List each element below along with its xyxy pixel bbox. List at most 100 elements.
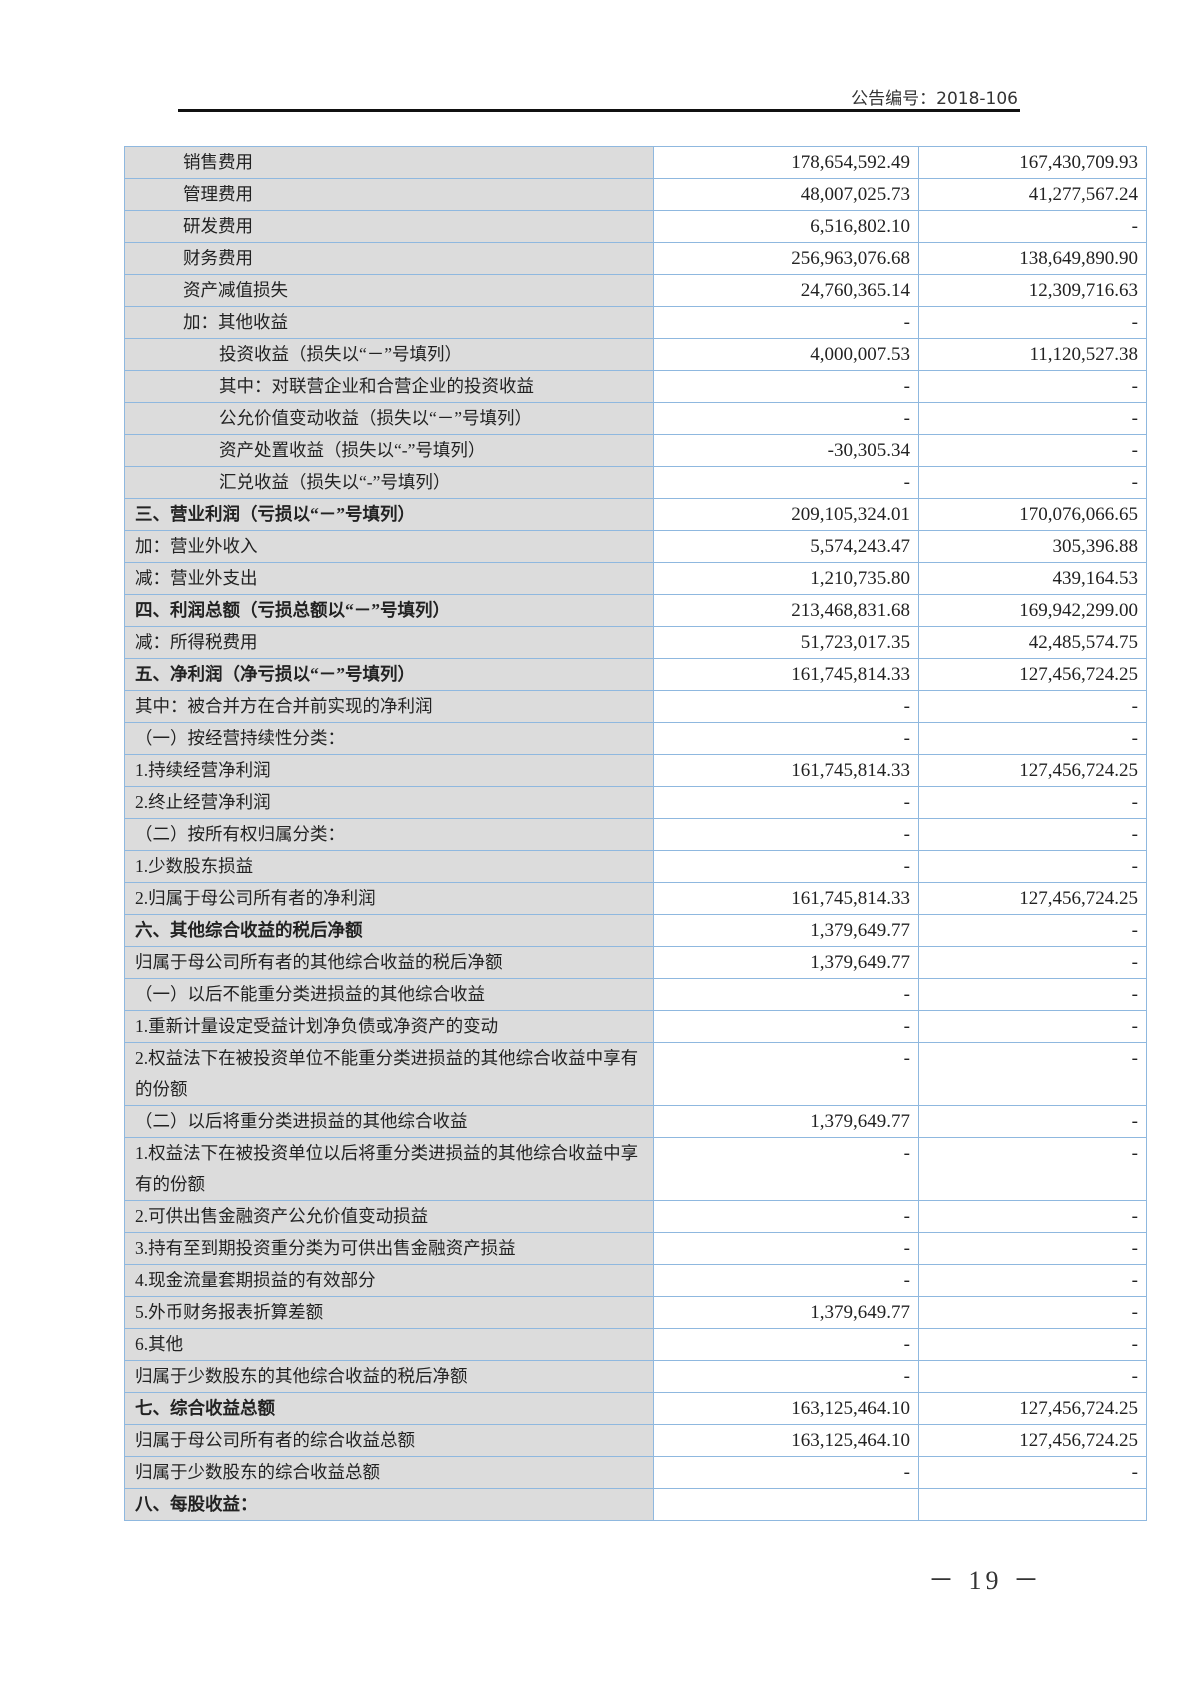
table-row: 1.权益法下在被投资单位以后将重分类进损益的其他综合收益中享有的份额 - -	[124, 1137, 1147, 1201]
prior-period-value: -	[918, 1232, 1147, 1265]
table-row: 2.终止经营净利润 - -	[124, 786, 1147, 819]
current-period-value: -	[653, 1200, 919, 1233]
prior-period-value: 169,942,299.00	[918, 594, 1147, 627]
table-row: 公允价值变动收益（损失以“－”号填列） - -	[124, 402, 1147, 435]
current-period-value: 161,745,814.33	[653, 882, 919, 915]
page-number: － 19 －	[928, 1566, 1044, 1595]
row-label: 减：营业外支出	[124, 562, 654, 595]
prior-period-value: -	[918, 1296, 1147, 1329]
table-row: 1.重新计量设定受益计划净负债或净资产的变动 - -	[124, 1010, 1147, 1043]
prior-period-value: -	[918, 850, 1147, 883]
prior-period-value: -	[918, 370, 1147, 403]
table-row: 6.其他 - -	[124, 1328, 1147, 1361]
table-row: 研发费用 6,516,802.10-	[124, 210, 1147, 243]
prior-period-value: -	[918, 210, 1147, 243]
table-row: 归属于少数股东的其他综合收益的税后净额 - -	[124, 1360, 1147, 1393]
row-label: 2.归属于母公司所有者的净利润	[124, 882, 654, 915]
row-label: 其中：被合并方在合并前实现的净利润	[124, 690, 654, 723]
row-label: 2.权益法下在被投资单位不能重分类进损益的其他综合收益中享有的份额	[124, 1042, 654, 1106]
row-label: 销售费用	[124, 146, 654, 179]
table-row: 其中：对联营企业和合营企业的投资收益 - -	[124, 370, 1147, 403]
table-row: 五、净利润（净亏损以“－”号填列） 161,745,814.33 127,456,7…	[124, 658, 1147, 691]
prior-period-value: 11,120,527.38	[918, 338, 1147, 371]
prior-period-value: 138,649,890.90	[918, 242, 1147, 275]
current-period-value: 5,574,243.47	[653, 530, 919, 563]
table-row: 1.少数股东损益 - -	[124, 850, 1147, 883]
row-label: 六、其他综合收益的税后净额	[124, 914, 654, 947]
table-row: 投资收益（损失以“－”号填列） 4,000,007.53 11,120,527.38	[124, 338, 1147, 371]
prior-period-value: -	[918, 818, 1147, 851]
table-row: 归属于母公司所有者的其他综合收益的税后净额 1,379,649.77-	[124, 946, 1147, 979]
table-row: 4.现金流量套期损益的有效部分 - -	[124, 1264, 1147, 1297]
current-period-value: 4,000,007.53	[653, 338, 919, 371]
row-label: 投资收益（损失以“－”号填列）	[124, 338, 654, 371]
row-label: （一）按经营持续性分类：	[124, 722, 654, 755]
current-period-value: -	[653, 722, 919, 755]
current-period-value: -	[653, 402, 919, 435]
current-period-value: 213,468,831.68	[653, 594, 919, 627]
current-period-value: -	[653, 1010, 919, 1043]
table-row: （二）按所有权归属分类： - -	[124, 818, 1147, 851]
prior-period-value: -	[918, 402, 1147, 435]
current-period-value: 209,105,324.01	[653, 498, 919, 531]
prior-period-value: -	[918, 722, 1147, 755]
table-row: 管理费用 48,007,025.73 41,277,567.24	[124, 178, 1147, 211]
row-label: （二）以后将重分类进损益的其他综合收益	[124, 1105, 654, 1138]
current-period-value: 163,125,464.10	[653, 1424, 919, 1457]
current-period-value: -	[653, 978, 919, 1011]
prior-period-value: -	[918, 466, 1147, 499]
current-period-value: -	[653, 370, 919, 403]
prior-period-value: 170,076,066.65	[918, 498, 1147, 531]
prior-period-value: -	[918, 946, 1147, 979]
table-row: 5.外币财务报表折算差额 1,379,649.77-	[124, 1296, 1147, 1329]
row-label: 减：所得税费用	[124, 626, 654, 659]
row-label: 五、净利润（净亏损以“－”号填列）	[124, 658, 654, 691]
current-period-value: -	[653, 1042, 919, 1106]
prior-period-value: 12,309,716.63	[918, 274, 1147, 307]
table-row: 2.权益法下在被投资单位不能重分类进损益的其他综合收益中享有的份额 - -	[124, 1042, 1147, 1106]
current-period-value: 6,516,802.10	[653, 210, 919, 243]
row-label: 四、利润总额（亏损总额以“－”号填列）	[124, 594, 654, 627]
prior-period-value: -	[918, 1010, 1147, 1043]
current-period-value: 1,379,649.77	[653, 914, 919, 947]
current-period-value: 1,379,649.77	[653, 1296, 919, 1329]
table-row: 加：其他收益 - -	[124, 306, 1147, 339]
row-label: 归属于母公司所有者的其他综合收益的税后净额	[124, 946, 654, 979]
prior-period-value: 42,485,574.75	[918, 626, 1147, 659]
row-label: 汇兑收益（损失以“-”号填列）	[124, 466, 654, 499]
row-label: 资产处置收益（损失以“-”号填列）	[124, 434, 654, 467]
table-row: 八、每股收益：	[124, 1488, 1147, 1521]
table-row: 减：营业外支出 1,210,735.80 439,164.53	[124, 562, 1147, 595]
income-statement-table: 销售费用 178,654,592.49 167,430,709.93 管理费用 48,0…	[124, 146, 1147, 1521]
table-row: 资产减值损失 24,760,365.14 12,309,716.63	[124, 274, 1147, 307]
prior-period-value: 127,456,724.25	[918, 1424, 1147, 1457]
row-label: 八、每股收益：	[124, 1488, 654, 1521]
table-row: 三、营业利润（亏损以“－”号填列） 209,105,324.01 170,076,0…	[124, 498, 1147, 531]
row-label: 财务费用	[124, 242, 654, 275]
current-period-value: 51,723,017.35	[653, 626, 919, 659]
current-period-value: 161,745,814.33	[653, 658, 919, 691]
table-row: 2.归属于母公司所有者的净利润 161,745,814.33 127,456,724…	[124, 882, 1147, 915]
current-period-value	[653, 1488, 919, 1521]
prior-period-value: -	[918, 1200, 1147, 1233]
row-label: 管理费用	[124, 178, 654, 211]
prior-period-value: -	[918, 1105, 1147, 1138]
table-row: 六、其他综合收益的税后净额 1,379,649.77-	[124, 914, 1147, 947]
table-row: 减：所得税费用 51,723,017.35 42,485,574.75	[124, 626, 1147, 659]
current-period-value: 161,745,814.33	[653, 754, 919, 787]
prior-period-value: 127,456,724.25	[918, 754, 1147, 787]
current-period-value: -	[653, 466, 919, 499]
row-label: 1.重新计量设定受益计划净负债或净资产的变动	[124, 1010, 654, 1043]
row-label: 加：其他收益	[124, 306, 654, 339]
prior-period-value: -	[918, 1042, 1147, 1106]
table-row: 销售费用 178,654,592.49 167,430,709.93	[124, 146, 1147, 179]
row-label: 3.持有至到期投资重分类为可供出售金融资产损益	[124, 1232, 654, 1265]
current-period-value: -	[653, 818, 919, 851]
current-period-value: -	[653, 1264, 919, 1297]
current-period-value: -	[653, 1328, 919, 1361]
row-label: 2.终止经营净利润	[124, 786, 654, 819]
prior-period-value: -	[918, 1137, 1147, 1201]
current-period-value: -	[653, 1137, 919, 1201]
prior-period-value: 167,430,709.93	[918, 146, 1147, 179]
row-label: 1.权益法下在被投资单位以后将重分类进损益的其他综合收益中享有的份额	[124, 1137, 654, 1201]
